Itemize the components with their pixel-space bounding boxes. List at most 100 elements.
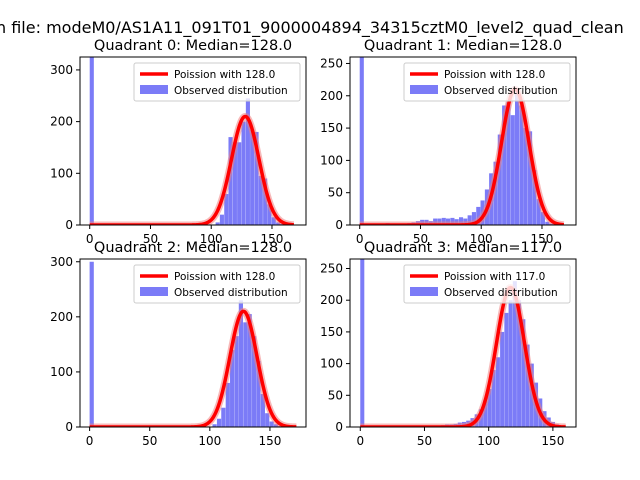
histogram-bar	[252, 336, 257, 427]
x-tick-label: 150	[261, 232, 284, 246]
histogram-bar	[359, 57, 364, 225]
y-tick-label: 0	[65, 420, 73, 434]
subplot-grid: 0 50 100 150 0 100 200 300 Quadrant 0: Median=12…	[50, 38, 577, 448]
histogram-bar	[523, 128, 528, 225]
histogram-bar	[536, 199, 541, 225]
histogram-bar	[254, 131, 259, 225]
chart-panel-top-left: 0 50 100 150 0 100 200 300 Quadrant 0: Median=12…	[50, 38, 307, 246]
legend: Poission with 117.0 Observed distribution	[403, 264, 571, 304]
x-tick-label: 50	[143, 232, 158, 246]
x-tick-label: 100	[470, 232, 493, 246]
legend-observed-label: Observed distribution	[174, 287, 288, 299]
legend-observed-swatch	[410, 287, 438, 296]
legend-observed-label: Observed distribution	[444, 287, 558, 299]
chart-title: Quadrant 2: Median=128.0	[94, 240, 292, 256]
legend-box	[133, 62, 301, 102]
histogram-bar	[224, 193, 229, 225]
y-tick-label: 200	[320, 89, 343, 103]
axes-frame	[349, 56, 577, 226]
histogram-bar	[450, 217, 455, 225]
y-tick-label: 50	[328, 186, 343, 200]
legend-observed-swatch	[140, 85, 168, 94]
legend-box	[133, 264, 301, 304]
histogram-bar	[471, 212, 476, 225]
legend-poisson-label: Poission with 128.0	[174, 69, 275, 81]
x-tick-label: 100	[200, 232, 223, 246]
histogram-bar	[273, 424, 279, 427]
histogram-bar	[89, 261, 94, 427]
histogram-bar	[267, 204, 272, 225]
histogram-bar	[260, 393, 265, 427]
histogram-bar	[250, 129, 255, 225]
legend: Poission with 128.0 Observed distribution	[403, 62, 571, 102]
histogram-bar	[216, 418, 222, 427]
histogram-bar	[467, 215, 472, 225]
histogram-bar	[495, 357, 500, 427]
histogram-bar	[532, 170, 537, 225]
y-tick-label: 50	[328, 388, 343, 402]
x-tick-label: 100	[477, 434, 500, 448]
histogram-bar	[519, 105, 524, 225]
histogram-bar	[89, 57, 94, 225]
chart-title: Quadrant 0: Median=128.0	[94, 38, 292, 54]
chart-title: Quadrant 1: Median=128.0	[364, 38, 562, 54]
histogram-bar	[497, 134, 502, 225]
chart-panel-bottom-left: 0 50 100 150 0 100 200 300 Quadrant 2: Median=12…	[50, 240, 307, 448]
x-tick-label: 50	[413, 232, 428, 246]
y-tick-label: 200	[50, 310, 73, 324]
histogram-bar	[232, 142, 237, 225]
histogram-bar	[528, 131, 533, 225]
histogram-bar	[506, 102, 511, 225]
y-tick-label: 200	[320, 293, 343, 307]
y-tick-label: 100	[320, 153, 343, 167]
y-tick-label: 300	[50, 63, 73, 77]
y-tick-label: 0	[335, 420, 343, 434]
histogram-bar	[483, 400, 488, 427]
histogram-bar	[256, 360, 261, 427]
chart-title: Quadrant 3: Median=117.0	[364, 240, 562, 256]
y-tick-label: 250	[320, 262, 343, 276]
legend-observed-label: Observed distribution	[174, 85, 288, 97]
x-tick-label: 0	[356, 232, 364, 246]
histogram-bar	[247, 314, 252, 427]
histogram-bar	[245, 98, 250, 225]
y-tick-label: 200	[50, 115, 73, 129]
histogram-bar	[243, 322, 248, 427]
legend-box	[403, 62, 571, 102]
x-tick-label: 50	[417, 434, 432, 448]
chart-panel-bottom-right: 0 50 100 150 0 50 100 150 200 250 Quadrant 3: Medi…	[320, 240, 577, 448]
legend-observed-swatch	[140, 287, 168, 296]
histogram-bar	[215, 222, 220, 225]
histogram-bar	[510, 115, 515, 225]
legend: Poission with 128.0 Observed distribution	[133, 264, 301, 304]
legend-box	[403, 264, 571, 304]
histogram-bar	[525, 344, 530, 427]
axes-frame	[349, 258, 577, 428]
axes-frame	[79, 258, 307, 428]
histogram-bar	[521, 319, 526, 427]
histogram-bar	[258, 175, 263, 225]
legend-poisson-label: Poission with 128.0	[174, 271, 275, 283]
histogram-bar	[221, 407, 226, 427]
x-tick-label: 150	[541, 434, 564, 448]
y-tick-label: 0	[335, 218, 343, 232]
x-tick-label: 150	[258, 434, 281, 448]
histogram-bar	[271, 217, 276, 225]
histogram-bar	[508, 300, 513, 427]
histogram-bar	[276, 222, 281, 225]
histogram-bar	[545, 221, 550, 225]
histogram-bar	[234, 336, 239, 427]
histogram-bar	[265, 413, 270, 427]
y-tick-label: 100	[50, 166, 73, 180]
histogram-bar	[228, 137, 233, 225]
x-tick-label: 50	[142, 434, 157, 448]
histogram-bar	[441, 217, 446, 225]
axes-frame	[79, 56, 307, 226]
legend-poisson-label: Poission with 128.0	[444, 69, 545, 81]
histogram-bar	[225, 382, 230, 427]
histogram-bar	[241, 121, 246, 225]
legend-poisson-label: Poission with 117.0	[444, 271, 545, 283]
histogram-bar	[502, 105, 507, 225]
histogram-bar	[491, 369, 496, 427]
